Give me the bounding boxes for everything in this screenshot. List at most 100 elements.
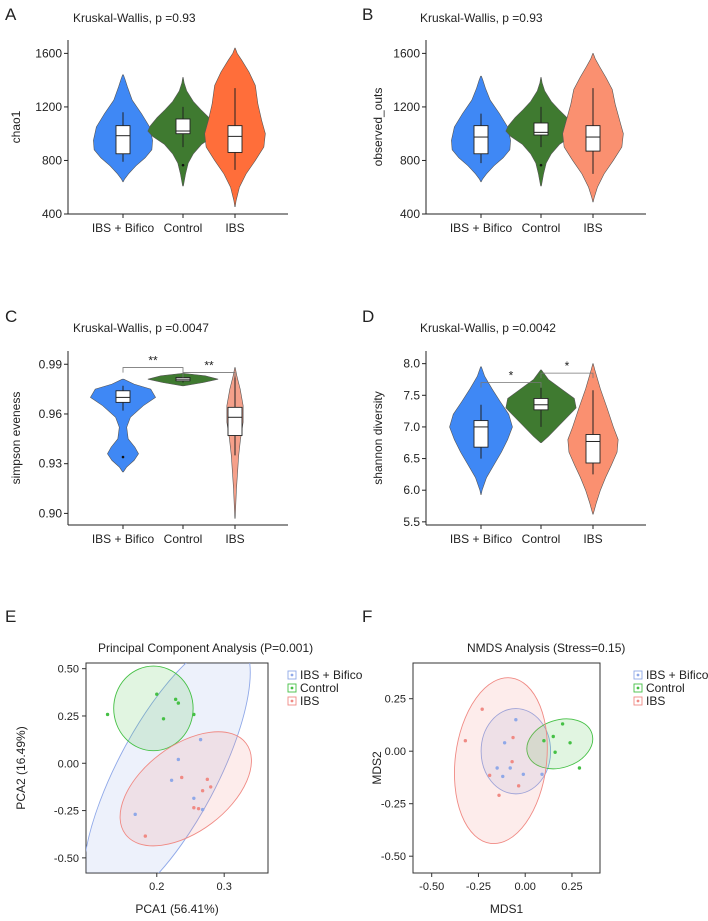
outlier-point xyxy=(181,163,185,167)
y-tick-label: 1200 xyxy=(35,100,62,114)
box xyxy=(585,125,601,152)
plot-area xyxy=(86,663,252,873)
data-point xyxy=(463,739,468,743)
data-point xyxy=(200,789,205,793)
significance-label: * xyxy=(565,359,570,373)
data-point xyxy=(542,739,546,743)
y-tick-label: 5.5 xyxy=(403,515,420,529)
legend-marker xyxy=(636,673,640,677)
legend-label: IBS + Bifico xyxy=(300,668,363,682)
chart-title: NMDS Analysis (Stress=0.15) xyxy=(467,641,625,655)
x-tick-label: IBS xyxy=(225,221,244,235)
data-point xyxy=(568,741,572,745)
data-point xyxy=(198,737,203,742)
y-axis-label: observed_outs xyxy=(371,88,385,167)
x-tick-label: IBS xyxy=(583,532,602,546)
x-tick-label: IBS xyxy=(225,532,244,546)
panel-d: D Kruskal-Wallis, p =0.0042 5.5 6.0 6.5 7.0 7.… xyxy=(362,307,646,546)
data-point xyxy=(105,712,110,717)
y-tick-label: -0.50 xyxy=(381,851,406,863)
panel-b: B Kruskal-Wallis, p =0.93 400 800 1200 1600 ob… xyxy=(362,5,646,235)
data-point xyxy=(510,760,514,764)
y-axis-label: chao1 xyxy=(9,110,23,143)
box xyxy=(473,125,489,155)
y-tick-label: 800 xyxy=(400,153,420,167)
data-point xyxy=(173,697,178,702)
y-tick-label: 0.50 xyxy=(58,664,79,676)
significance-bracket xyxy=(182,372,236,378)
panel-e: E Principal Component Analysis (P=0.001) -… xyxy=(5,607,363,916)
data-point xyxy=(161,717,166,721)
y-axis-label: shannon diversity xyxy=(371,391,385,484)
data-point xyxy=(155,692,159,696)
confidence-ellipse xyxy=(526,718,594,770)
panel-a: A Kruskal-Wallis, p =0.93 400 800 1200 1600 ch… xyxy=(5,5,288,235)
legend-marker xyxy=(636,699,640,703)
outlier-point xyxy=(539,163,543,167)
y-tick-label: -0.25 xyxy=(54,806,79,818)
y-tick-label: 0.96 xyxy=(39,407,63,421)
data-point xyxy=(551,734,555,739)
data-point xyxy=(180,775,184,780)
y-tick-label: 0.25 xyxy=(58,711,79,723)
y-tick-label: 0.00 xyxy=(385,746,406,758)
plot-frame xyxy=(412,662,601,874)
legend-label: IBS xyxy=(300,694,319,708)
significance-bracket xyxy=(122,367,184,373)
chart-title: Kruskal-Wallis, p =0.93 xyxy=(73,11,196,25)
data-point xyxy=(176,701,181,705)
y-tick-label: 400 xyxy=(400,207,420,221)
legend-marker xyxy=(290,686,294,690)
confidence-ellipse xyxy=(119,731,252,847)
data-point xyxy=(511,735,515,740)
box xyxy=(115,390,131,403)
data-point xyxy=(501,774,505,779)
x-tick-label: Control xyxy=(522,532,561,546)
data-point xyxy=(176,757,181,762)
x-tick-label: Control xyxy=(164,532,203,546)
x-tick-label: IBS + Bifico xyxy=(92,221,155,235)
box xyxy=(533,122,549,136)
plot-area xyxy=(454,677,594,845)
y-tick-label: 1600 xyxy=(393,46,420,60)
significance-bracket xyxy=(480,382,542,388)
panel-letter: F xyxy=(362,607,372,626)
x-tick-label: 0.00 xyxy=(514,881,535,893)
x-tick-label: IBS xyxy=(583,221,602,235)
box xyxy=(585,434,601,464)
x-tick-label: -0.25 xyxy=(466,881,491,893)
data-point xyxy=(192,806,196,810)
x-tick-label: 0.25 xyxy=(561,881,582,893)
y-tick-label: 0.93 xyxy=(39,457,63,471)
confidence-ellipse xyxy=(480,708,552,795)
data-point xyxy=(480,707,484,711)
x-tick-label: IBS + Bifico xyxy=(450,221,513,235)
y-tick-label: 0.00 xyxy=(58,758,79,770)
violin xyxy=(90,378,156,473)
x-tick-label: -0.50 xyxy=(419,881,444,893)
data-point xyxy=(521,772,526,776)
legend-label: IBS xyxy=(646,694,665,708)
box xyxy=(227,406,243,436)
y-tick-label: 0.99 xyxy=(39,357,63,371)
legend-marker xyxy=(290,673,294,677)
y-tick-label: 8.0 xyxy=(403,357,420,371)
x-axis-label: PCA1 (56.41%) xyxy=(135,902,218,916)
data-point xyxy=(508,766,512,770)
data-point xyxy=(553,750,557,754)
x-tick-label: IBS + Bifico xyxy=(450,532,513,546)
legend-marker xyxy=(636,686,640,690)
y-tick-label: 1600 xyxy=(35,46,62,60)
panel-letter: C xyxy=(5,307,17,326)
y-tick-label: 800 xyxy=(42,153,62,167)
y-tick-label: 6.0 xyxy=(403,483,420,497)
y-tick-label: 0.25 xyxy=(385,694,406,706)
x-tick-label: 0.3 xyxy=(217,881,232,893)
panel-letter: E xyxy=(5,607,16,626)
data-point xyxy=(487,773,492,778)
chart-title: Principal Component Analysis (P=0.001) xyxy=(98,641,313,655)
x-tick-label: Control xyxy=(164,221,203,235)
y-tick-label: 7.0 xyxy=(403,420,420,434)
